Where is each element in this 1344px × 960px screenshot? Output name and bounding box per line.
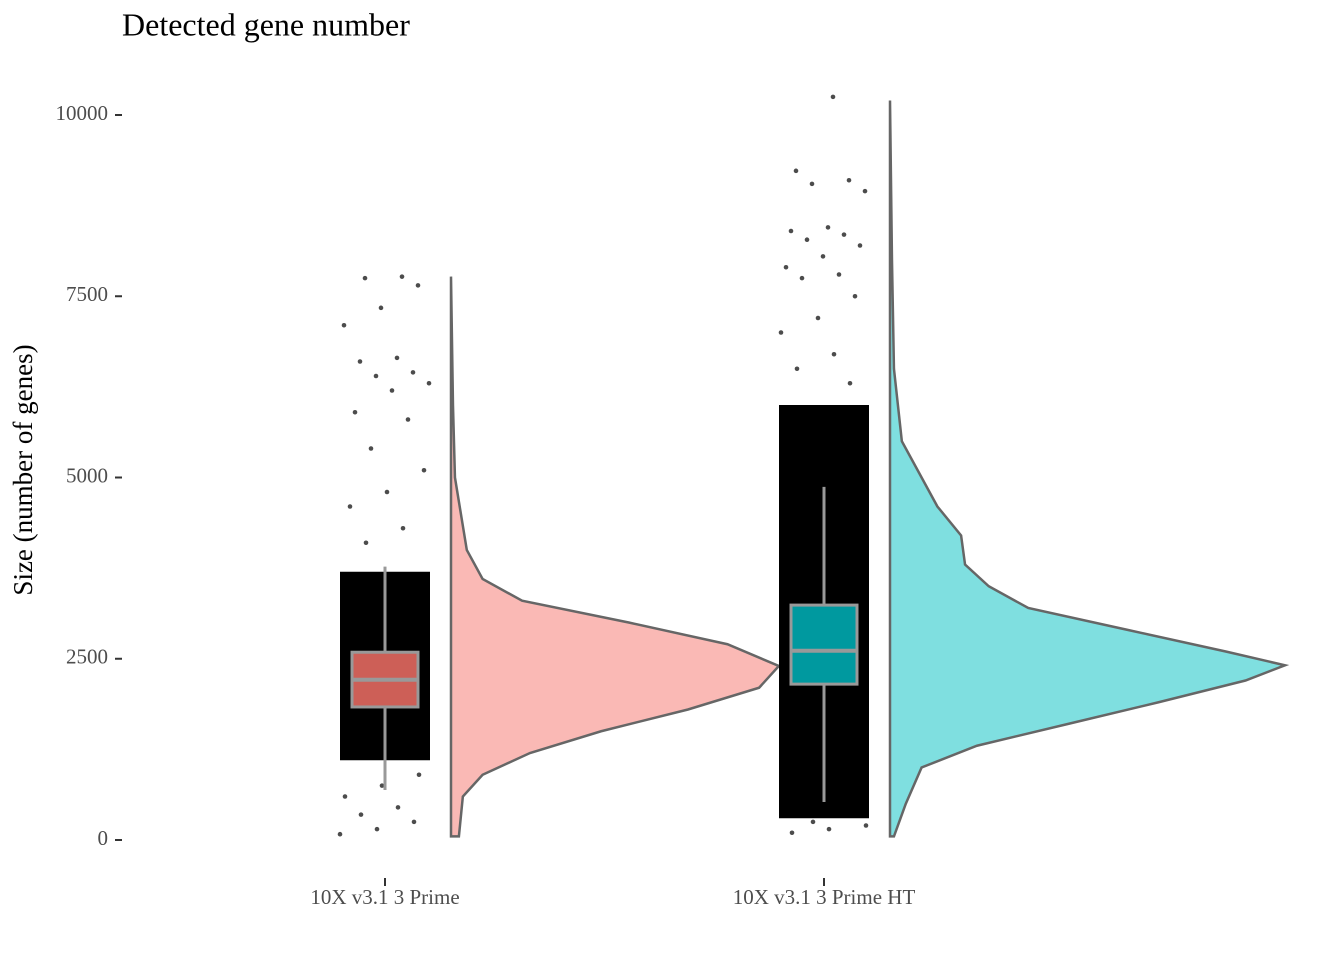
point bbox=[341, 322, 347, 328]
point bbox=[363, 540, 369, 546]
point bbox=[831, 351, 837, 357]
point bbox=[379, 783, 385, 788]
point bbox=[794, 366, 800, 372]
point bbox=[421, 467, 427, 473]
point bbox=[378, 305, 384, 311]
point bbox=[825, 225, 831, 230]
point bbox=[352, 409, 358, 415]
point bbox=[793, 168, 799, 174]
point bbox=[783, 264, 789, 270]
point bbox=[399, 274, 405, 279]
point bbox=[788, 228, 794, 234]
point bbox=[857, 243, 863, 248]
point bbox=[809, 181, 815, 187]
point bbox=[846, 177, 852, 183]
point bbox=[395, 805, 401, 810]
point bbox=[426, 380, 432, 386]
point bbox=[384, 489, 390, 495]
density bbox=[449, 276, 781, 838]
point bbox=[410, 370, 416, 375]
point bbox=[820, 254, 826, 259]
point bbox=[416, 772, 422, 778]
point bbox=[789, 830, 795, 836]
point bbox=[815, 315, 821, 321]
x-tick-label: 10X v3.1 3 Prime HT bbox=[733, 885, 916, 909]
point bbox=[862, 188, 868, 194]
point bbox=[411, 819, 417, 825]
y-tick-label: 5000 bbox=[66, 463, 108, 487]
y-axis-title: Size (number of genes) bbox=[8, 344, 38, 595]
density bbox=[888, 100, 1290, 838]
point bbox=[342, 794, 348, 799]
point bbox=[373, 373, 379, 379]
point bbox=[394, 355, 400, 361]
x-tick-label: 10X v3.1 3 Prime bbox=[310, 885, 459, 909]
point bbox=[841, 232, 847, 237]
point bbox=[362, 275, 368, 281]
point bbox=[358, 812, 364, 817]
point bbox=[810, 819, 816, 825]
point bbox=[863, 823, 869, 828]
point bbox=[405, 417, 411, 422]
point bbox=[799, 275, 805, 281]
point bbox=[400, 525, 406, 531]
box bbox=[789, 603, 859, 686]
point bbox=[374, 826, 380, 832]
chart-title: Detected gene number bbox=[122, 6, 410, 42]
y-tick-label: 10000 bbox=[56, 101, 109, 125]
point bbox=[804, 237, 810, 242]
point bbox=[415, 283, 421, 288]
point bbox=[357, 359, 363, 364]
point bbox=[826, 826, 832, 832]
point bbox=[836, 272, 842, 277]
point bbox=[852, 293, 858, 299]
point bbox=[830, 94, 836, 100]
point bbox=[389, 388, 395, 393]
y-tick-label: 2500 bbox=[66, 645, 108, 669]
point bbox=[337, 831, 343, 837]
y-tick-label: 0 bbox=[98, 826, 109, 850]
y-tick-label: 7500 bbox=[66, 282, 108, 306]
point bbox=[368, 446, 374, 451]
point bbox=[347, 504, 353, 509]
point bbox=[778, 330, 784, 335]
point bbox=[847, 380, 853, 386]
